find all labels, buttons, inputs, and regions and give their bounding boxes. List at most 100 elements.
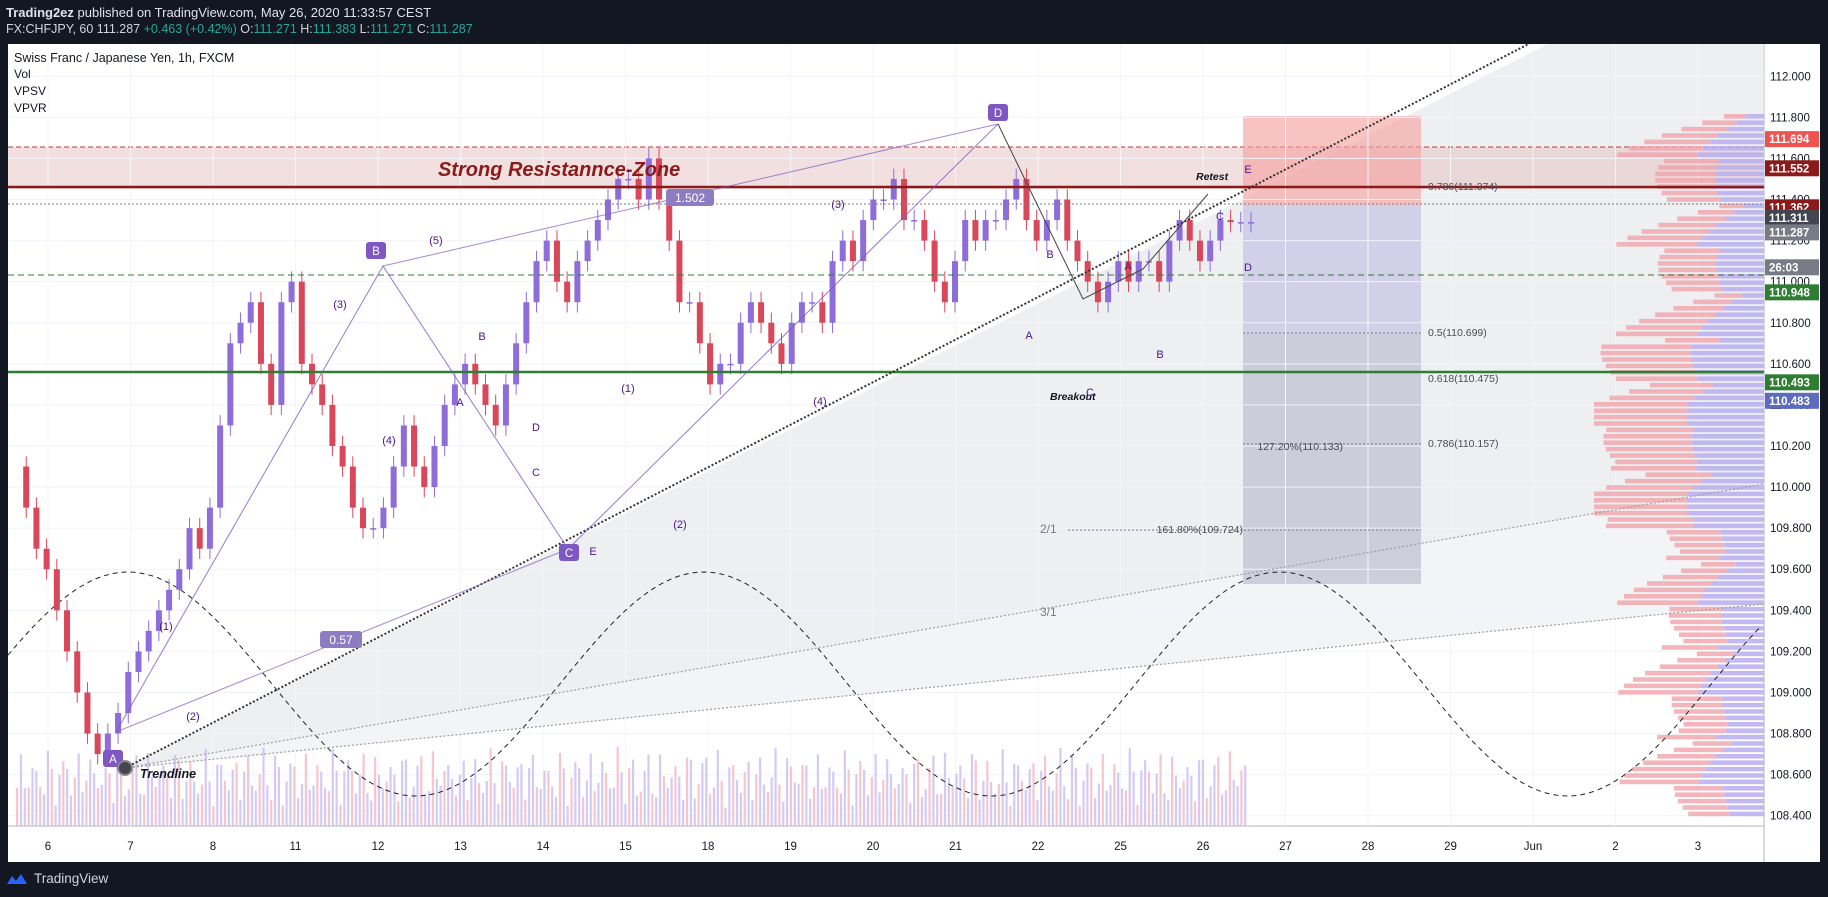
vpvr-bar-up bbox=[1697, 459, 1764, 465]
corr-E-3: E bbox=[1244, 164, 1251, 176]
volume-bar bbox=[1124, 790, 1127, 826]
vpvr-bar-up bbox=[1725, 728, 1764, 733]
price-chart[interactable]: Swiss Franc / Japanese Yen, 1h, FXCM Vol… bbox=[7, 33, 1820, 862]
publish-line: Trading2ez published on TradingView.com,… bbox=[6, 5, 431, 20]
ext-label-a: 127.20%(110.133) bbox=[1257, 441, 1343, 453]
legend-vpvr[interactable]: VPVR bbox=[14, 101, 47, 115]
x-tick-label: 8 bbox=[210, 841, 216, 853]
vpvr-bar-down bbox=[1693, 299, 1733, 305]
volume-bar bbox=[1140, 770, 1143, 826]
corr-E-1: E bbox=[589, 546, 596, 558]
chart-area[interactable]: Swiss Franc / Japanese Yen, 1h, FXCM Vol… bbox=[7, 33, 1820, 862]
candle-body bbox=[400, 425, 407, 467]
main-trendline[interactable] bbox=[124, 33, 1549, 769]
vpvr-bar-up bbox=[1692, 446, 1764, 452]
vpvr-bar-down bbox=[1594, 491, 1688, 497]
legend-vol[interactable]: Vol bbox=[14, 67, 31, 81]
candle-body bbox=[166, 589, 173, 611]
y-tick-label: 108.400 bbox=[1770, 811, 1812, 823]
volume-bar bbox=[932, 755, 935, 826]
vpvr-bar-down bbox=[1662, 574, 1719, 580]
corr-B-1: B bbox=[478, 331, 485, 343]
price-badge[interactable] bbox=[1765, 209, 1819, 226]
tradingview-logo[interactable]: TradingView bbox=[6, 871, 108, 886]
price-axis[interactable] bbox=[1764, 44, 1820, 862]
candle-body bbox=[911, 220, 918, 222]
vpvr-bar-down bbox=[1632, 766, 1705, 772]
volume-bar bbox=[1070, 755, 1074, 826]
vpvr-bar-down bbox=[1681, 126, 1727, 132]
vpvr-bar-up bbox=[1726, 549, 1764, 554]
vpvr-bar-up bbox=[1724, 216, 1764, 221]
volume-bar bbox=[85, 780, 88, 826]
volume-bar bbox=[58, 774, 61, 826]
price-badge[interactable] bbox=[1765, 131, 1819, 148]
vpvr-bar-up bbox=[1719, 158, 1764, 164]
vpvr-bar-down bbox=[1670, 619, 1722, 625]
vpvr-bar-down bbox=[1655, 171, 1716, 177]
volume-bar bbox=[354, 793, 357, 826]
candle-body bbox=[656, 158, 663, 200]
volume-bar bbox=[112, 802, 115, 826]
vpvr-bar-up bbox=[1722, 696, 1764, 701]
volume-bar bbox=[947, 778, 950, 826]
volume-bar bbox=[593, 791, 596, 826]
trendline-anchor-handle[interactable] bbox=[117, 760, 133, 776]
price-badge[interactable] bbox=[1765, 224, 1819, 241]
candle-body bbox=[952, 261, 959, 303]
elliott-wave-path[interactable] bbox=[115, 123, 999, 733]
volume-bar bbox=[743, 771, 746, 826]
gann-line-2-1[interactable] bbox=[124, 483, 1765, 769]
wave-badge-D[interactable] bbox=[988, 104, 1008, 121]
volume-bar bbox=[370, 800, 373, 826]
corr-D-3: D bbox=[1244, 262, 1252, 274]
x-tick-label: 21 bbox=[949, 841, 962, 853]
ratio-badge-a[interactable] bbox=[666, 189, 714, 206]
candle-body bbox=[53, 569, 60, 611]
volume-bar bbox=[847, 769, 850, 826]
vpvr-bar-down bbox=[1639, 318, 1708, 324]
price-badge[interactable] bbox=[1765, 392, 1819, 409]
wave-badge-A[interactable] bbox=[103, 750, 123, 767]
x-tick-label: 20 bbox=[867, 841, 880, 853]
wave-badge-B[interactable] bbox=[366, 242, 386, 259]
wave-badge-C[interactable] bbox=[559, 544, 579, 561]
price-badge-label: 110.483 bbox=[1769, 396, 1810, 408]
author-name[interactable]: Trading2ez bbox=[6, 5, 74, 20]
legend-vpsv[interactable]: VPSV bbox=[14, 84, 46, 98]
ratio-badge-b[interactable] bbox=[320, 631, 362, 648]
price-badge[interactable] bbox=[1765, 284, 1819, 301]
vpvr-bar-down bbox=[1619, 779, 1700, 785]
volume-bar bbox=[81, 791, 84, 826]
vpvr-bar-down bbox=[1701, 562, 1736, 567]
projection-path[interactable] bbox=[997, 123, 1209, 300]
price-badge[interactable] bbox=[1765, 259, 1819, 276]
vpvr-bar-up bbox=[1722, 286, 1764, 292]
volume-bar bbox=[1047, 786, 1050, 826]
price-badge-label: 111.552 bbox=[1769, 163, 1809, 175]
vpvr-bar-up bbox=[1720, 530, 1764, 535]
candle-body bbox=[615, 178, 622, 200]
volume-bar bbox=[1205, 798, 1208, 826]
price-badge[interactable] bbox=[1765, 374, 1819, 391]
y-tick-label: 109.200 bbox=[1770, 646, 1812, 658]
vpvr-bar-down bbox=[1594, 510, 1688, 516]
volume-bar bbox=[200, 784, 203, 826]
volume-bar bbox=[343, 771, 346, 826]
candle-body bbox=[329, 404, 336, 447]
position-stop-zone[interactable] bbox=[1243, 116, 1421, 205]
price-badge[interactable] bbox=[1765, 160, 1819, 177]
gann-line-3-1[interactable] bbox=[124, 603, 1765, 769]
candle-body bbox=[829, 261, 836, 323]
candle-body bbox=[176, 569, 183, 590]
vpvr-bar-down bbox=[1683, 722, 1728, 727]
volume-bar bbox=[697, 783, 700, 826]
volume-bar bbox=[843, 750, 846, 826]
x-tick-label: 15 bbox=[619, 841, 632, 853]
volume-bar bbox=[304, 753, 307, 826]
close-value: 111.287 bbox=[429, 22, 473, 36]
cycle-wave bbox=[7, 571, 1761, 797]
vpvr-bar-down bbox=[1616, 242, 1698, 247]
resistance-zone[interactable] bbox=[8, 147, 1764, 189]
vpvr-bar-down bbox=[1658, 165, 1717, 170]
